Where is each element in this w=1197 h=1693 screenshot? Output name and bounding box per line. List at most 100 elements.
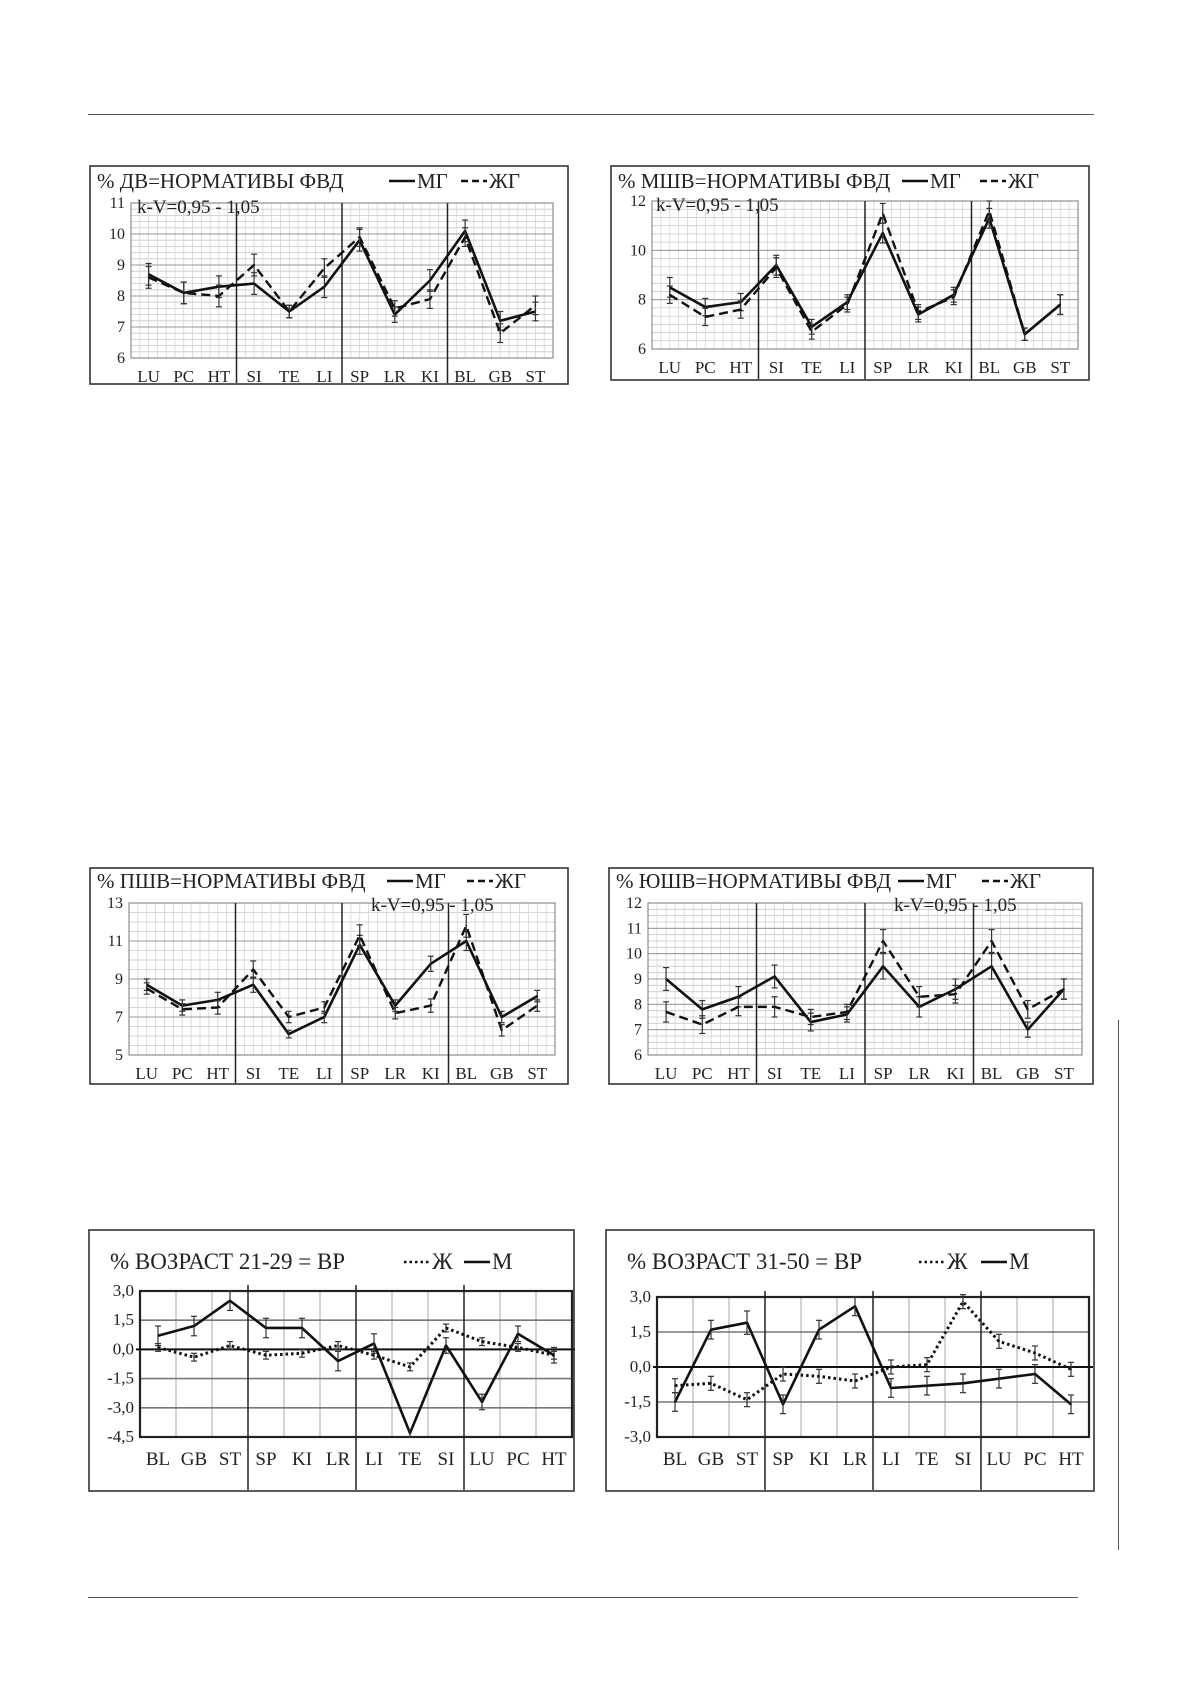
data-point — [773, 975, 776, 978]
data-point — [536, 995, 539, 997]
data-point — [810, 330, 813, 333]
data-point — [846, 303, 849, 306]
y-tick-label: 1,5 — [630, 1322, 651, 1341]
x-category-label: LU — [658, 358, 681, 377]
data-point — [998, 1340, 1000, 1343]
data-point — [358, 934, 361, 937]
y-tick-label: 12 — [630, 193, 646, 210]
x-category-label: BL — [455, 1064, 477, 1083]
data-point — [1034, 1352, 1036, 1354]
series-line — [146, 939, 538, 1036]
y-tick-label: 0,0 — [630, 1357, 651, 1376]
x-category-label: LU — [469, 1449, 495, 1470]
data-point — [854, 1380, 856, 1382]
series-line — [157, 1299, 555, 1435]
legend-label: МГ — [415, 869, 446, 893]
x-category-label: GB — [181, 1449, 207, 1470]
y-tick-label: 10 — [630, 242, 646, 259]
y-tick-label: 3,0 — [113, 1281, 134, 1300]
y-tick-label: 8 — [634, 996, 642, 1013]
chart-frame — [610, 165, 1090, 381]
y-tick-label: 3,0 — [630, 1287, 651, 1306]
x-category-label: HT — [729, 358, 752, 377]
data-point — [145, 987, 148, 990]
data-point — [1026, 1028, 1029, 1031]
x-category-label: LU — [137, 367, 160, 385]
data-point — [1059, 303, 1062, 306]
chart-title: % МШВ=НОРМАТИВЫ ФВД — [618, 169, 890, 193]
data-point — [1070, 1403, 1072, 1406]
series-line — [669, 216, 1062, 336]
data-point — [323, 285, 326, 288]
y-tick-label: -3,0 — [624, 1427, 651, 1446]
x-category-label: PC — [172, 1064, 193, 1083]
data-point — [1063, 988, 1065, 990]
x-category-label: LR — [384, 1064, 406, 1083]
y-tick-label: 9 — [634, 971, 642, 988]
y-tick-label: 11 — [627, 920, 642, 937]
data-point — [157, 1346, 159, 1349]
data-point — [846, 1011, 848, 1013]
x-category-label: LU — [655, 1064, 678, 1083]
data-point — [409, 1432, 411, 1434]
data-point — [990, 965, 993, 968]
x-category-label: ST — [1050, 358, 1070, 377]
y-tick-label: 10 — [626, 946, 642, 963]
x-category-label: TE — [398, 1449, 421, 1470]
x-category-label: ST — [219, 1449, 242, 1470]
data-point — [674, 1401, 676, 1403]
data-point — [881, 212, 884, 215]
y-tick-label: -1,5 — [624, 1392, 651, 1411]
data-point — [193, 1356, 195, 1358]
chart-title: % ДВ=НОРМАТИВЫ ФВД — [97, 169, 344, 193]
y-tick-label: 7 — [115, 1009, 123, 1026]
x-category-label: TE — [801, 358, 822, 377]
data-point — [182, 292, 185, 294]
data-point — [218, 295, 220, 297]
data-point — [229, 1344, 231, 1347]
x-category-label: BL — [981, 1064, 1003, 1083]
data-point — [517, 1333, 519, 1335]
x-category-label: LI — [839, 358, 855, 377]
data-point — [917, 311, 920, 313]
legend-label: М — [1009, 1249, 1029, 1274]
y-tick-label: 5 — [115, 1047, 123, 1064]
data-point — [773, 1006, 776, 1008]
data-point — [926, 1363, 928, 1366]
series-line — [673, 1305, 1072, 1406]
data-point — [445, 1327, 447, 1329]
data-point — [998, 1377, 1000, 1380]
x-category-label: GB — [488, 367, 512, 385]
x-category-label: SI — [769, 358, 784, 377]
data-point — [323, 1006, 326, 1009]
x-category-label: LR — [326, 1449, 351, 1470]
x-category-label: GB — [698, 1449, 724, 1470]
x-category-label: HT — [727, 1064, 750, 1083]
data-point — [445, 1344, 447, 1347]
legend-label: Ж — [432, 1249, 453, 1274]
chart-yushv: 6 7 8 9 10 11 12 LU PC HT SI TE LI SP LR KI BL GB ST % ЮШВ=… — [608, 867, 1094, 1085]
data-point — [534, 304, 537, 307]
x-category-label: SP — [772, 1449, 793, 1470]
data-point — [429, 279, 431, 282]
chart-frame — [89, 165, 569, 385]
data-point — [881, 232, 884, 234]
chart-title: % ЮШВ=НОРМАТИВЫ ФВД — [616, 869, 891, 893]
annotation-label: k-V=0,95 - 1,05 — [656, 195, 779, 216]
data-point — [818, 1328, 820, 1331]
x-category-label: TE — [278, 1064, 299, 1083]
x-category-label: HT — [541, 1449, 567, 1470]
data-point — [1070, 1368, 1072, 1371]
y-tick-label: 10 — [109, 226, 125, 243]
x-category-label: SI — [247, 367, 262, 385]
series-line — [148, 235, 537, 335]
x-category-label: BL — [454, 367, 476, 385]
x-category-label: GB — [1013, 358, 1037, 377]
data-point — [394, 1012, 397, 1014]
x-category-label: KI — [422, 1064, 440, 1083]
data-point — [553, 1354, 555, 1357]
chart-frame — [88, 1229, 575, 1492]
series-ЖГ — [663, 928, 1067, 1035]
annotation-label: k-V=0,95 - 1,05 — [894, 895, 1017, 916]
y-tick-label: 6 — [638, 341, 646, 358]
